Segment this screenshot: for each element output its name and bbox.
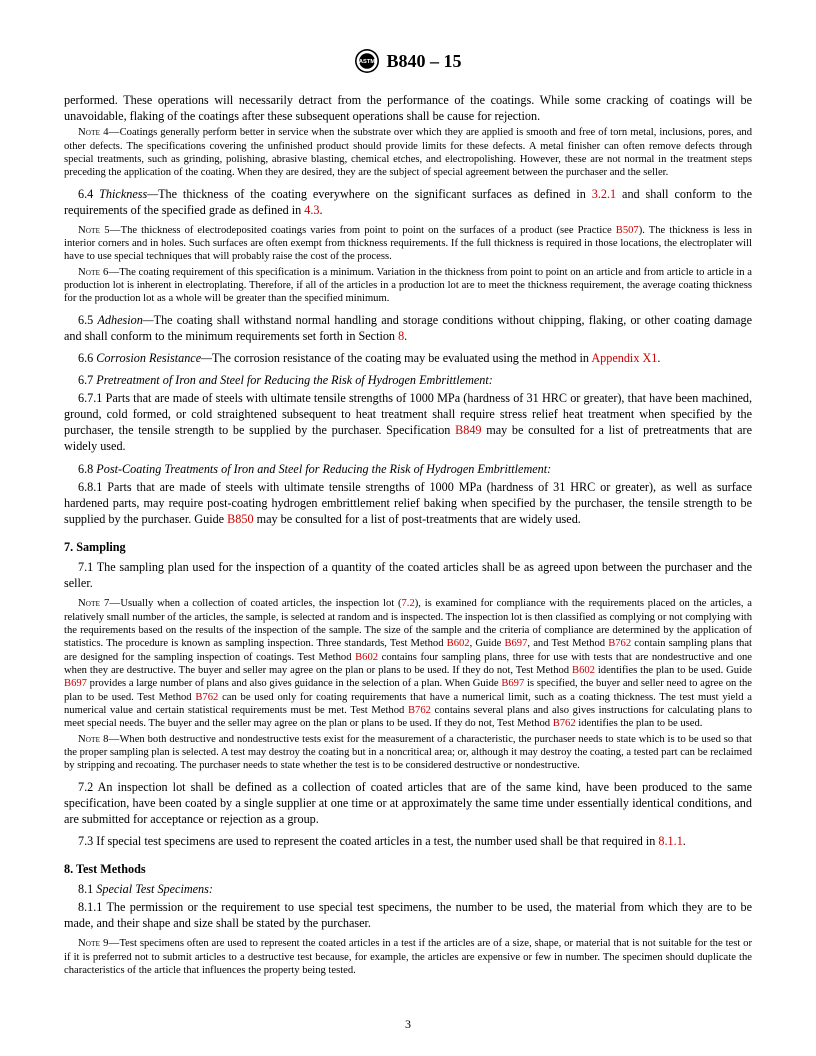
sec-title: Special Test Specimens:	[96, 882, 213, 896]
note-5-label: Note 5—	[78, 225, 121, 236]
page-number: 3	[0, 1017, 816, 1032]
ref-b602-b[interactable]: B602	[355, 652, 378, 663]
t1: Usually when a collection of coated arti…	[120, 598, 401, 609]
sec-num: 6.8	[78, 462, 96, 476]
ref-b762-a[interactable]: B762	[608, 638, 631, 649]
note-4-text: Coatings generally perform better in ser…	[64, 127, 752, 178]
sec-num: 6.5	[78, 313, 97, 327]
sec-num: 8.1	[78, 882, 96, 896]
ref-b697-c[interactable]: B697	[501, 678, 524, 689]
para-6-8-1: 6.8.1 Parts that are made of steels with…	[64, 479, 752, 527]
sec-num: 6.7	[78, 373, 96, 387]
sec-num: 6.8.1	[78, 480, 107, 494]
page: ASTM B840 – 15 performed. These operatio…	[0, 0, 816, 1056]
t2: may be consulted for a list of post-trea…	[254, 512, 581, 526]
para-8-1-1: 8.1.1 The permission or the requirement …	[64, 899, 752, 931]
note-4: Note 4—Coatings generally perform better…	[64, 126, 752, 179]
note-6: Note 6—The coating requirement of this s…	[64, 266, 752, 306]
t1: The thickness of electrodeposited coatin…	[121, 225, 616, 236]
ref-3-2-1[interactable]: 3.2.1	[592, 187, 616, 201]
ref-b762-c[interactable]: B762	[408, 705, 431, 716]
ref-b849[interactable]: B849	[455, 423, 481, 437]
header: ASTM B840 – 15	[64, 48, 752, 74]
note-9-text: Test specimens often are used to represe…	[64, 938, 752, 976]
ref-b602-a[interactable]: B602	[447, 638, 470, 649]
para-7-3: 7.3 If special test specimens are used t…	[64, 833, 752, 849]
ref-b762-b[interactable]: B762	[195, 692, 218, 703]
para-6-continuation: performed. These operations will necessa…	[64, 92, 752, 124]
t11: identifies the plan to be used.	[576, 718, 703, 729]
heading-8: 8. Test Methods	[64, 861, 752, 877]
sec-num: 6.4	[78, 187, 99, 201]
t3: .	[320, 203, 323, 217]
note-7-label: Note 7—	[78, 598, 120, 609]
para-6-7-1: 6.7.1 Parts that are made of steels with…	[64, 390, 752, 454]
t1: The coating shall withstand normal handl…	[64, 313, 752, 343]
t2: .	[404, 329, 407, 343]
note-5: Note 5—The thickness of electrodeposited…	[64, 224, 752, 264]
ref-7-2[interactable]: 7.2	[402, 598, 415, 609]
ref-4-3[interactable]: 4.3	[304, 203, 319, 217]
para-6-7: 6.7 Pretreatment of Iron and Steel for R…	[64, 372, 752, 388]
sec-title: Pretreatment of Iron and Steel for Reduc…	[96, 373, 493, 387]
sec-title: Thickness—	[99, 187, 158, 201]
note-8: Note 8—When both destructive and nondest…	[64, 733, 752, 773]
sec-num: 6.6	[78, 351, 96, 365]
t3: , and Test Method	[527, 638, 608, 649]
ref-b850[interactable]: B850	[227, 512, 253, 526]
note-6-text: The coating requirement of this specific…	[64, 267, 752, 305]
note-9-label: Note 9—	[78, 938, 119, 949]
ref-8-1-1[interactable]: 8.1.1	[658, 834, 682, 848]
t2: .	[657, 351, 660, 365]
para-8-1: 8.1 Special Test Specimens:	[64, 881, 752, 897]
ref-b697-b[interactable]: B697	[64, 678, 87, 689]
note-7: Note 7—Usually when a collection of coat…	[64, 597, 752, 730]
para-7-1: 7.1 The sampling plan used for the inspe…	[64, 559, 752, 591]
para-6-5: 6.5 Adhesion—The coating shall withstand…	[64, 312, 752, 344]
para-6-6: 6.6 Corrosion Resistance—The corrosion r…	[64, 350, 752, 366]
ref-b507[interactable]: B507	[616, 225, 639, 236]
t1: 7.3 If special test specimens are used t…	[78, 834, 658, 848]
sec-title: Post-Coating Treatments of Iron and Stee…	[96, 462, 551, 476]
content: performed. These operations will necessa…	[64, 92, 752, 977]
ref-b697-a[interactable]: B697	[504, 638, 527, 649]
note-9: Note 9—Test specimens often are used to …	[64, 937, 752, 977]
svg-text:ASTM: ASTM	[359, 59, 375, 65]
t2: .	[683, 834, 686, 848]
t1: The thickness of the coating everywhere …	[158, 187, 592, 201]
sec-title: Adhesion—	[97, 313, 153, 327]
designation: B840 – 15	[386, 51, 461, 72]
sec-title: Corrosion Resistance—	[96, 351, 212, 365]
sec-num: 6.7.1	[78, 391, 106, 405]
note-4-label: Note 4—	[78, 127, 120, 138]
ref-b602-c[interactable]: B602	[572, 665, 595, 676]
note-8-label: Note 8—	[78, 734, 119, 745]
astm-logo-icon: ASTM	[354, 48, 380, 74]
t6: identifies the plan to be used. Guide	[595, 665, 752, 676]
t7: provides a large number of plans and als…	[87, 678, 501, 689]
ref-b762-d[interactable]: B762	[553, 718, 576, 729]
t1: The corrosion resistance of the coating …	[212, 351, 591, 365]
note-8-text: When both destructive and nondestructive…	[64, 734, 752, 772]
para-6-4: 6.4 Thickness—The thickness of the coati…	[64, 186, 752, 218]
heading-7: 7. Sampling	[64, 539, 752, 555]
t2: , Guide	[470, 638, 505, 649]
note-6-label: Note 6—	[78, 267, 119, 278]
para-6-8: 6.8 Post-Coating Treatments of Iron and …	[64, 461, 752, 477]
ref-appendix-x1[interactable]: Appendix X1	[591, 351, 657, 365]
para-7-2: 7.2 An inspection lot shall be defined a…	[64, 779, 752, 827]
